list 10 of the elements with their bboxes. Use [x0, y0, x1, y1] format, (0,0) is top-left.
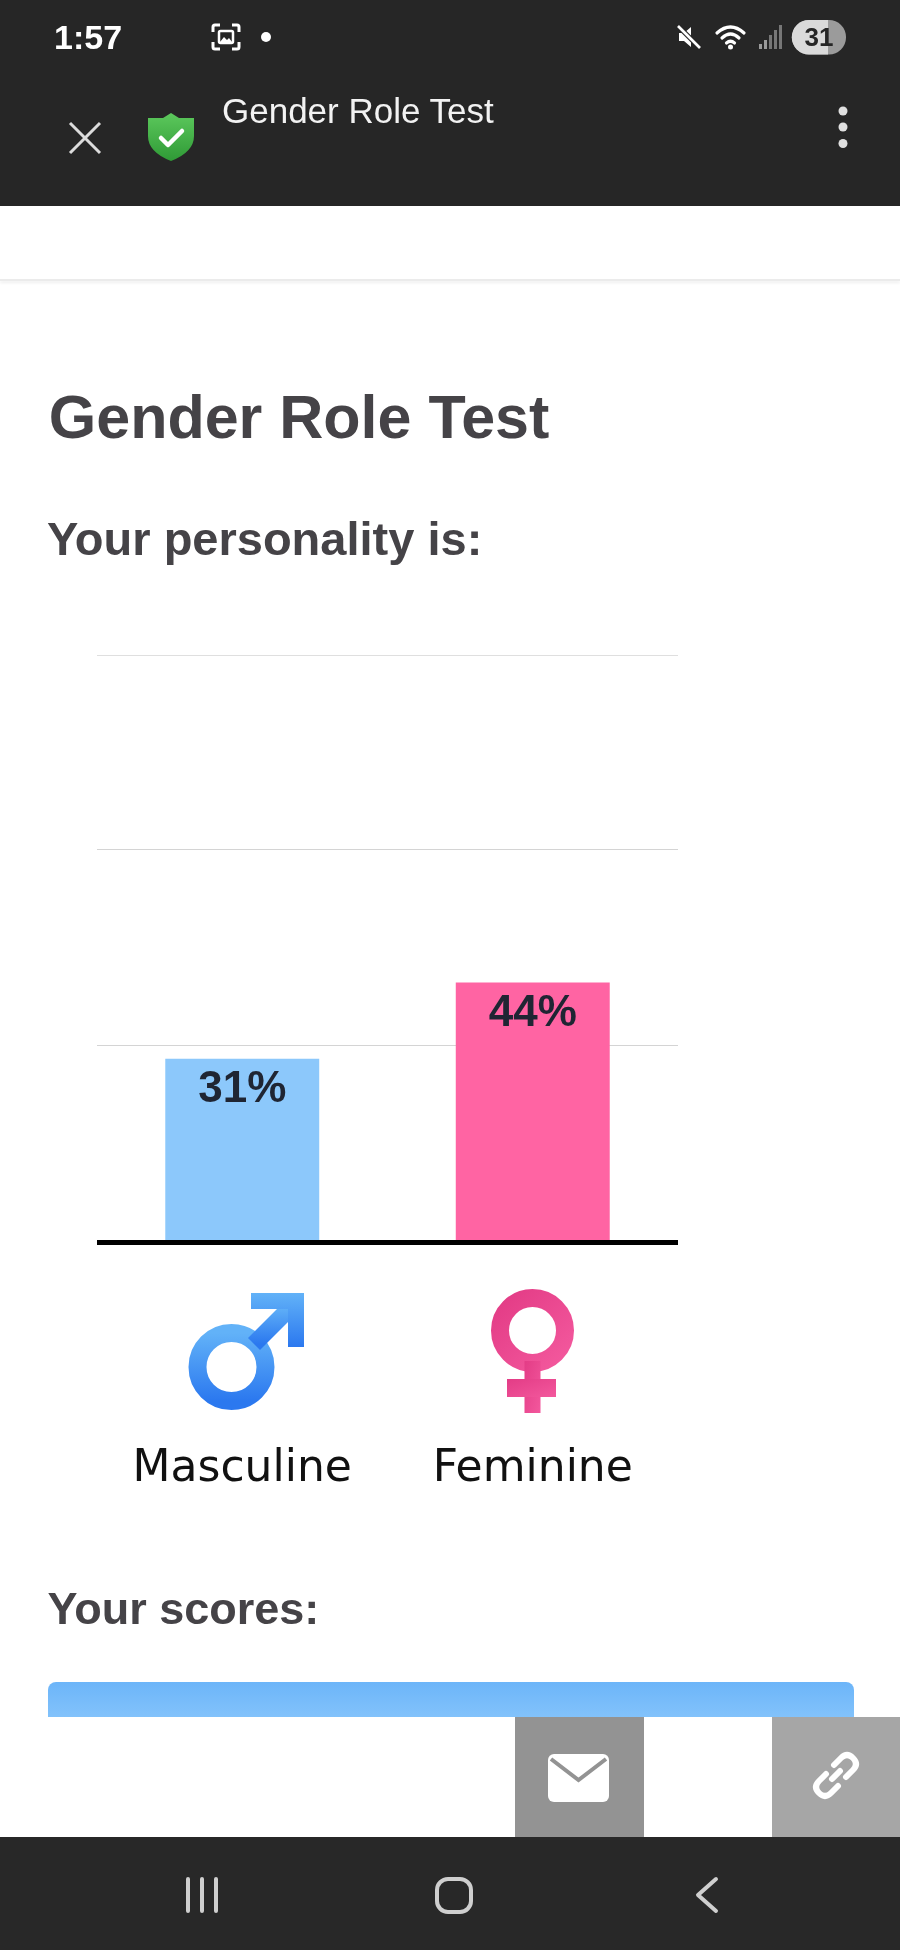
text: Gender Role Test — [222, 91, 494, 131]
chart-subtitle: Your personality is: — [47, 512, 483, 566]
chart-title: Gender Role Test — [48, 383, 550, 452]
data-label: 31% — [198, 1061, 287, 1111]
text: Your scores: — [47, 1582, 320, 1634]
text: 1:57 — [54, 17, 123, 56]
text: 31 — [804, 21, 834, 52]
data-label: 44% — [488, 985, 577, 1035]
x-tick-label: Masculine — [132, 1440, 352, 1492]
x-tick-label: Feminine — [432, 1440, 633, 1492]
